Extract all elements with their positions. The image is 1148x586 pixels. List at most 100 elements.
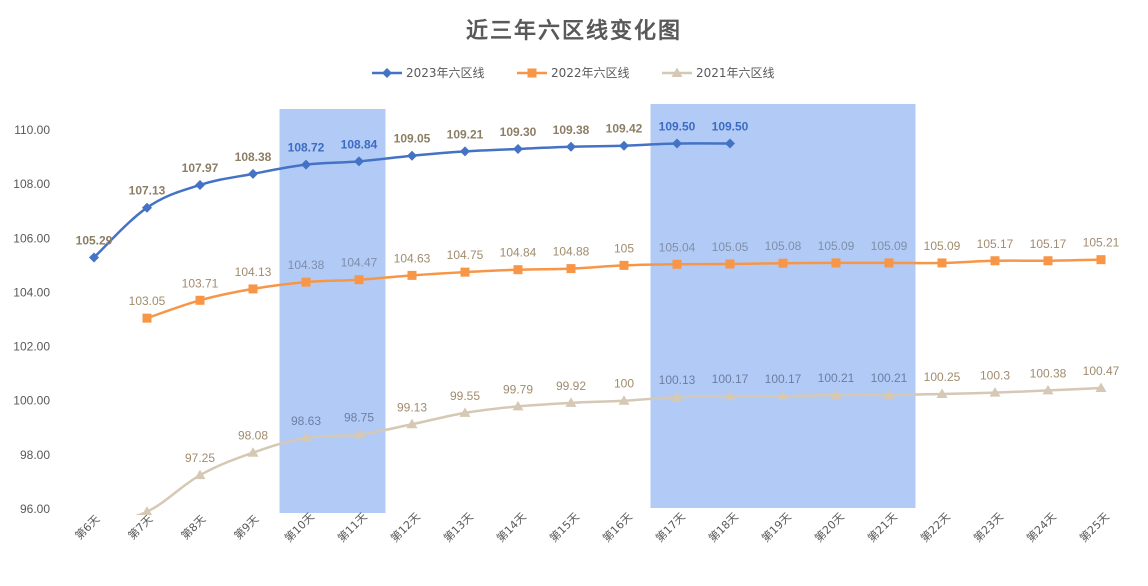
data-label: 105.05 bbox=[712, 240, 749, 254]
data-label: 100.25 bbox=[924, 370, 961, 384]
data-label: 103.71 bbox=[182, 276, 219, 290]
series-point bbox=[566, 141, 576, 152]
series-2021年六区线 bbox=[134, 382, 1107, 515]
data-label: 105.29 bbox=[76, 234, 113, 248]
data-label: 105.21 bbox=[1083, 236, 1120, 250]
series-point bbox=[512, 400, 524, 411]
data-label: 97.25 bbox=[185, 451, 215, 465]
legend-item-2022年六区线: 2022年六区线 bbox=[517, 66, 630, 80]
legend-marker bbox=[671, 67, 683, 77]
series-point bbox=[884, 258, 894, 268]
x-tick-label: 第12天 bbox=[387, 509, 422, 544]
legend-marker bbox=[527, 68, 537, 78]
x-tick-label: 第19天 bbox=[758, 509, 793, 544]
data-label: 109.30 bbox=[500, 125, 537, 139]
data-label: 108.38 bbox=[235, 150, 272, 164]
data-label: 105 bbox=[614, 241, 634, 255]
x-tick-label: 第15天 bbox=[546, 509, 581, 544]
data-label: 100.38 bbox=[1030, 366, 1067, 380]
legend-item-2021年六区线: 2021年六区线 bbox=[662, 66, 775, 80]
series-point bbox=[407, 150, 417, 161]
series-point bbox=[671, 391, 683, 402]
x-tick-label: 第20天 bbox=[811, 509, 846, 544]
data-label: 104.75 bbox=[447, 248, 484, 262]
data-label: 105.08 bbox=[765, 239, 802, 253]
data-label: 98.63 bbox=[291, 414, 321, 428]
y-tick-label: 108.00 bbox=[13, 177, 50, 191]
y-axis: 96.00 98.00 100.00 102.00 104.00 106.00 108.00… bbox=[13, 123, 50, 516]
series-point bbox=[353, 429, 365, 439]
highlight-band-2 bbox=[650, 104, 916, 508]
data-label: 108.84 bbox=[341, 137, 378, 151]
chart-title: 近三年六区线变化图 bbox=[466, 18, 682, 44]
series-point bbox=[460, 267, 470, 277]
data-label: 98.75 bbox=[344, 411, 374, 425]
data-label: 104.13 bbox=[235, 265, 272, 279]
data-labels: 97.25 98.08 98.63 98.75 99.13 99.55 99.79 99.92… bbox=[76, 120, 1120, 466]
data-label: 100.21 bbox=[871, 371, 908, 385]
data-label: 105.17 bbox=[977, 237, 1014, 251]
data-label: 99.55 bbox=[450, 389, 480, 403]
data-label: 100 bbox=[614, 377, 634, 391]
data-label: 109.42 bbox=[606, 122, 643, 136]
y-tick-label: 104.00 bbox=[13, 285, 50, 299]
series-point bbox=[777, 390, 789, 401]
x-tick-label: 第7天 bbox=[125, 512, 155, 542]
series-point bbox=[619, 260, 629, 270]
data-label: 104.88 bbox=[553, 245, 590, 259]
data-label: 99.92 bbox=[556, 379, 586, 393]
data-label: 105.09 bbox=[871, 239, 908, 253]
series-point bbox=[248, 168, 258, 179]
x-tick-label: 第6天 bbox=[72, 512, 102, 542]
highlight-band-1 bbox=[279, 109, 386, 513]
x-tick-label: 第10天 bbox=[281, 509, 316, 544]
series-point bbox=[830, 389, 842, 400]
data-label: 109.38 bbox=[553, 123, 590, 137]
data-label: 99.79 bbox=[503, 382, 533, 396]
data-label: 100.13 bbox=[659, 373, 696, 387]
series-point bbox=[1043, 256, 1053, 266]
series-point bbox=[565, 397, 577, 407]
data-label: 107.13 bbox=[129, 184, 166, 198]
data-label: 105.09 bbox=[924, 239, 961, 253]
series-point bbox=[672, 259, 682, 269]
y-tick-label: 100.00 bbox=[13, 394, 50, 408]
x-tick-label: 第23天 bbox=[970, 509, 1005, 544]
series-point bbox=[460, 146, 470, 157]
y-tick-label: 98.00 bbox=[20, 448, 50, 462]
data-label: 109.21 bbox=[447, 127, 484, 141]
series-point bbox=[195, 179, 205, 190]
data-label: 100.17 bbox=[765, 372, 802, 386]
series-point bbox=[937, 258, 947, 268]
x-tick-label: 第14天 bbox=[493, 509, 528, 544]
y-tick-label: 110.00 bbox=[14, 123, 50, 137]
series-point bbox=[301, 159, 311, 170]
series-point bbox=[1042, 384, 1054, 395]
series-point bbox=[459, 407, 471, 417]
data-label: 104.38 bbox=[288, 258, 325, 272]
series-point bbox=[354, 156, 364, 167]
data-label: 104.63 bbox=[394, 251, 431, 265]
series-point bbox=[247, 447, 259, 457]
data-label: 107.97 bbox=[182, 161, 219, 175]
series-point bbox=[300, 432, 312, 442]
data-label: 109.05 bbox=[394, 132, 431, 146]
x-tick-label: 第11天 bbox=[334, 509, 369, 544]
series-point bbox=[194, 469, 206, 480]
x-tick-label: 第16天 bbox=[599, 509, 634, 544]
data-label: 109.50 bbox=[659, 120, 696, 134]
series-point bbox=[989, 387, 1001, 397]
legend: 2023年六区线 2022年六区线 2021年六区线 bbox=[372, 66, 775, 80]
series-point bbox=[936, 388, 948, 398]
series-point bbox=[142, 313, 152, 323]
series-point bbox=[301, 277, 311, 287]
x-tick-label: 第24天 bbox=[1023, 509, 1058, 544]
data-label: 98.08 bbox=[238, 429, 268, 443]
y-tick-label: 102.00 bbox=[13, 340, 50, 354]
x-tick-label: 第21天 bbox=[864, 509, 899, 544]
series-point bbox=[1096, 255, 1106, 265]
data-label: 108.72 bbox=[288, 141, 325, 155]
series-point bbox=[142, 202, 152, 213]
